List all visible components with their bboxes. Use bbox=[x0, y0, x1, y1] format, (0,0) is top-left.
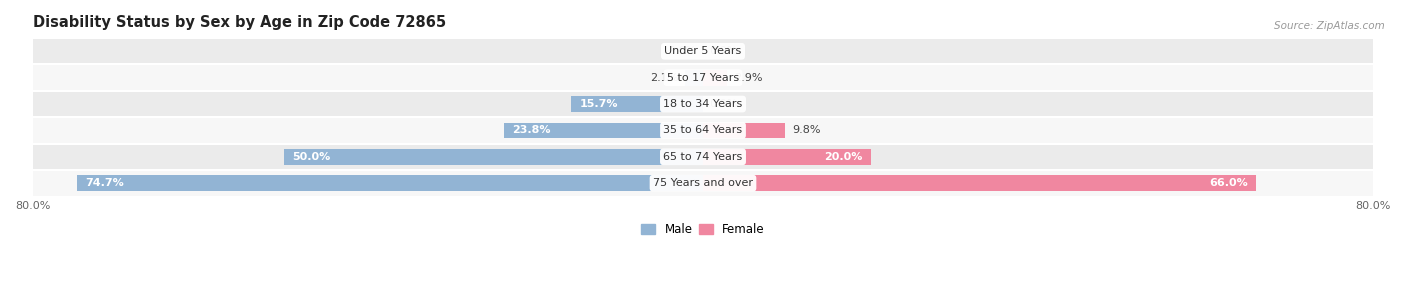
Text: 23.8%: 23.8% bbox=[512, 125, 551, 135]
Text: 2.9%: 2.9% bbox=[734, 73, 762, 83]
Bar bbox=[32, 38, 1374, 64]
Text: 75 Years and over: 75 Years and over bbox=[652, 178, 754, 188]
Bar bbox=[703, 149, 870, 165]
Bar bbox=[32, 64, 1374, 91]
Bar bbox=[703, 123, 785, 138]
Text: 9.8%: 9.8% bbox=[792, 125, 820, 135]
Bar bbox=[32, 144, 1374, 170]
Text: 5 to 17 Years: 5 to 17 Years bbox=[666, 73, 740, 83]
Text: Disability Status by Sex by Age in Zip Code 72865: Disability Status by Sex by Age in Zip C… bbox=[32, 15, 446, 30]
Bar bbox=[32, 170, 1374, 196]
Text: 0.0%: 0.0% bbox=[668, 46, 696, 56]
Bar bbox=[571, 96, 703, 112]
Text: 18 to 34 Years: 18 to 34 Years bbox=[664, 99, 742, 109]
Bar bbox=[703, 175, 1256, 191]
Text: Under 5 Years: Under 5 Years bbox=[665, 46, 741, 56]
Text: 15.7%: 15.7% bbox=[579, 99, 619, 109]
Bar bbox=[503, 123, 703, 138]
Text: 2.1%: 2.1% bbox=[651, 73, 679, 83]
Bar bbox=[703, 70, 727, 86]
Text: 65 to 74 Years: 65 to 74 Years bbox=[664, 152, 742, 162]
Bar bbox=[32, 91, 1374, 117]
Text: 20.0%: 20.0% bbox=[824, 152, 862, 162]
Text: 0.0%: 0.0% bbox=[710, 99, 738, 109]
Bar bbox=[284, 149, 703, 165]
Bar bbox=[32, 117, 1374, 144]
Bar bbox=[77, 175, 703, 191]
Text: 0.0%: 0.0% bbox=[710, 46, 738, 56]
Text: 50.0%: 50.0% bbox=[292, 152, 330, 162]
Text: 74.7%: 74.7% bbox=[86, 178, 124, 188]
Text: 66.0%: 66.0% bbox=[1209, 178, 1247, 188]
Legend: Male, Female: Male, Female bbox=[637, 219, 769, 241]
Bar bbox=[685, 70, 703, 86]
Text: 35 to 64 Years: 35 to 64 Years bbox=[664, 125, 742, 135]
Text: Source: ZipAtlas.com: Source: ZipAtlas.com bbox=[1274, 21, 1385, 31]
